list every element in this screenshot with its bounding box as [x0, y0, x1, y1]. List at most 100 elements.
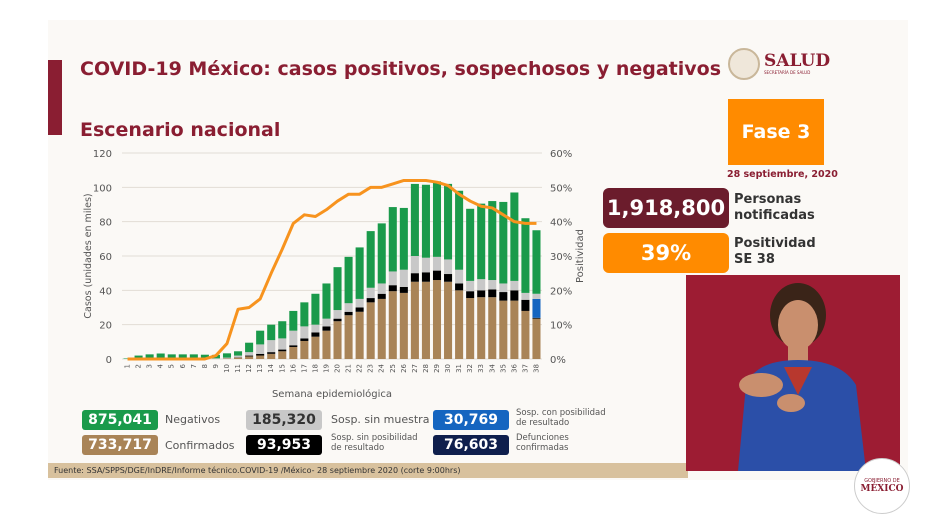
personas-notificadas-label: Personas notificadas — [734, 192, 815, 224]
bar-segment-sosp-sin-muestra — [466, 280, 475, 292]
bar-segment-sosp-sin-muestra — [300, 326, 309, 339]
bar-segment-sosp-sin-posibilidad-de-resultado — [278, 349, 287, 352]
x-tick-label: 1 — [124, 364, 132, 368]
bar-segment-confirmados — [477, 297, 486, 359]
bar-segment-sosp-sin-posibilidad-de-resultado — [388, 285, 397, 292]
bar-segment-negativos — [222, 353, 232, 358]
bar-segment-negativos — [344, 256, 353, 304]
bar-segment-negativos — [167, 354, 176, 359]
bar-segment-sosp-sin-muestra — [289, 330, 298, 346]
x-tick-label: 38 — [532, 364, 540, 373]
bar-segment-sosp-sin-muestra — [399, 269, 408, 287]
bar-segment-sosp-sin-muestra — [344, 303, 353, 312]
bar-segment-confirmados — [234, 357, 243, 359]
bar-segment-sosp-sin-muestra — [256, 344, 265, 354]
bar-segment-sosp-sin-posibilidad-de-resultado — [488, 289, 497, 298]
bar-segment-confirmados — [300, 340, 309, 359]
gob-line2: MÉXICO — [860, 484, 904, 494]
bar-segment-negativos — [145, 354, 154, 359]
bar-segment-confirmados — [499, 300, 508, 359]
bar-segment-negativos — [366, 231, 375, 288]
bar-segment-sosp-sin-muestra — [510, 280, 519, 291]
sosp-sin-muestra-value: 185,320 — [246, 410, 322, 430]
bar-segment-confirmados — [510, 300, 519, 359]
y2-tick-label: 60% — [550, 149, 572, 160]
personas-notificadas-value: 1,918,800 — [603, 188, 729, 228]
report-date: 28 septiembre, 2020 — [727, 169, 838, 180]
bar-segment-confirmados — [444, 281, 453, 359]
x-tick-label: 15 — [278, 364, 286, 373]
positividad-label: Positividad SE 38 — [734, 236, 816, 268]
bar-segment-negativos — [499, 201, 508, 284]
bar-segment-sosp-sin-muestra — [521, 292, 530, 300]
bar-segment-sosp-sin-posibilidad-de-resultado — [322, 326, 331, 331]
sosp-con-posibilidad-label: Sosp. con posibilidad de resultado — [516, 408, 606, 428]
bar-segment-negativos — [178, 354, 187, 359]
bar-segment-sosp-sin-muestra — [432, 256, 442, 271]
bar-segment-negativos — [134, 355, 143, 359]
bar-segment-sosp-sin-posibilidad-de-resultado — [532, 317, 541, 319]
bar-segment-negativos — [355, 247, 364, 299]
y-tick-label: 120 — [93, 149, 112, 160]
bar-segment-negativos — [289, 310, 298, 331]
gob-line1: GOBIERNO DE — [864, 478, 900, 484]
sosp-sin-posibilidad-value: 93,953 — [246, 435, 322, 455]
bar-segment-confirmados — [355, 311, 364, 359]
bar-segment-negativos — [267, 324, 276, 341]
bar-segment-negativos — [377, 223, 386, 284]
x-tick-label: 24 — [378, 363, 386, 372]
bar-segment-negativos — [421, 184, 430, 258]
bar-segment-confirmados — [344, 315, 353, 359]
bar-segment-sosp-sin-muestra — [377, 283, 386, 294]
bar-segment-confirmados — [256, 355, 265, 359]
y2-axis-label: Positividad — [575, 229, 586, 283]
x-tick-label: 16 — [289, 363, 297, 372]
y-tick-label: 100 — [93, 183, 112, 194]
x-tick-label: 4 — [157, 363, 165, 368]
bar-segment-negativos — [488, 201, 497, 281]
sosp-con-posibilidad-value: 30,769 — [433, 410, 509, 430]
bar-segment-sosp-sin-muestra — [499, 283, 508, 293]
bar-segment-sosp-sin-posibilidad-de-resultado — [344, 311, 353, 316]
bar-segment-sosp-sin-posibilidad-de-resultado — [311, 332, 320, 337]
x-tick-label: 21 — [345, 364, 353, 373]
x-tick-label: 5 — [168, 364, 176, 368]
x-tick-label: 12 — [245, 364, 253, 373]
bar-segment-sosp-con-posibilidad-de-resultado — [532, 298, 541, 318]
legend-label-line: Sosp. sin posibilidad — [331, 433, 418, 443]
bar-segment-confirmados — [455, 290, 464, 359]
defunciones-label: Defunciones confirmadas — [516, 433, 569, 453]
bar-segment-negativos — [200, 354, 209, 359]
bar-segment-sosp-sin-muestra — [532, 293, 541, 299]
bar-segment-confirmados — [267, 353, 276, 359]
defunciones-value: 76,603 — [433, 435, 509, 455]
bar-segment-confirmados — [289, 346, 298, 359]
bar-segment-sosp-sin-posibilidad-de-resultado — [355, 307, 364, 312]
bar-segment-sosp-sin-muestra — [211, 358, 220, 359]
x-tick-label: 35 — [499, 364, 507, 373]
bar-segment-confirmados — [278, 351, 287, 359]
bar-segment-sosp-sin-muestra — [488, 280, 497, 290]
bar-segment-negativos — [444, 183, 453, 260]
bar-segment-confirmados — [311, 336, 320, 359]
sosp-sin-posibilidad-label: Sosp. sin posibilidad de resultado — [331, 433, 418, 453]
salud-logo: SALUD SECRETARÍA DE SALUD — [728, 48, 830, 80]
x-tick-label: 28 — [422, 364, 430, 373]
bar-segment-sosp-sin-muestra — [322, 318, 331, 327]
page-title: COVID-19 México: casos positivos, sospec… — [80, 58, 721, 80]
x-tick-label: 30 — [444, 364, 452, 373]
bar-segment-sosp-sin-posibilidad-de-resultado — [421, 272, 430, 282]
y2-tick-label: 0% — [550, 355, 566, 366]
x-tick-label: 13 — [256, 364, 264, 373]
bar-segment-sosp-sin-posibilidad-de-resultado — [256, 353, 265, 356]
page-subtitle: Escenario nacional — [80, 119, 281, 141]
y2-tick-label: 10% — [550, 321, 572, 332]
x-tick-label: 26 — [400, 363, 408, 372]
x-tick-label: 27 — [411, 364, 419, 373]
bar-segment-confirmados — [532, 318, 541, 359]
x-tick-label: 37 — [521, 364, 529, 373]
bar-segment-sosp-sin-muestra — [444, 259, 453, 275]
x-tick-label: 25 — [389, 364, 397, 373]
legend-label-line: confirmadas — [516, 443, 569, 453]
bar-segment-negativos — [322, 283, 331, 319]
